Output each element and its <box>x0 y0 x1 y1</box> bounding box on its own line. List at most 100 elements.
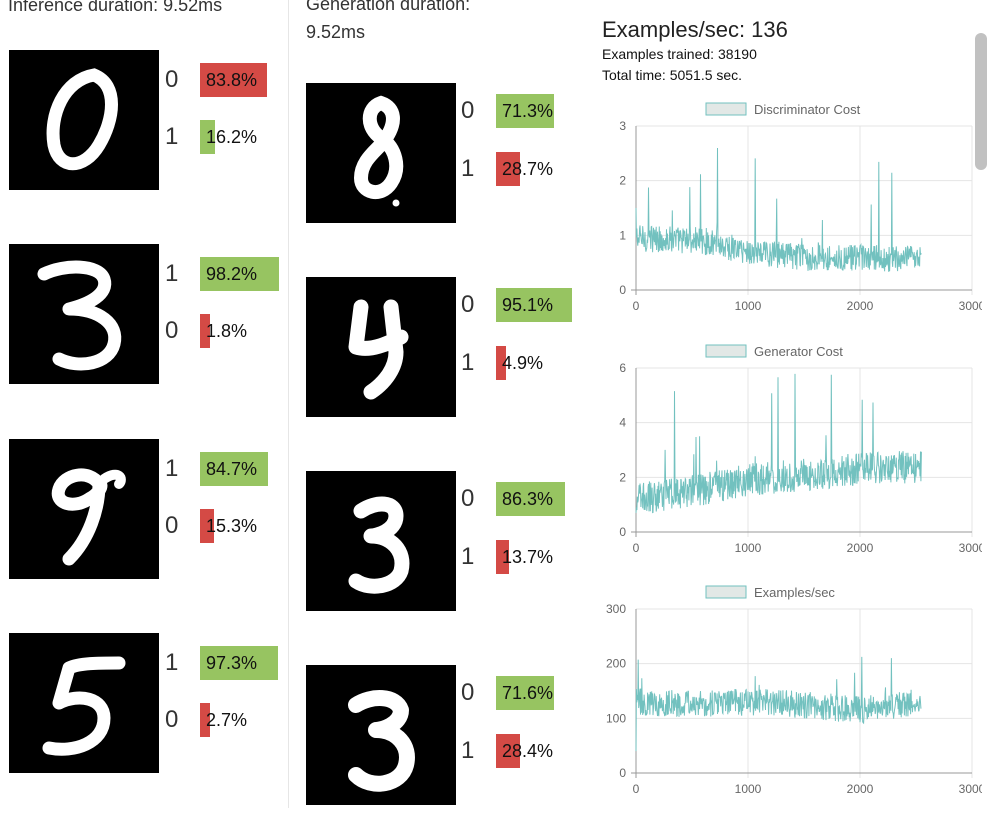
class-label: 0 <box>461 679 475 706</box>
confidence-percent: 1.8% <box>206 321 248 341</box>
y-tick-label: 2 <box>619 470 626 484</box>
inference-sample-3: 1 84.7% 0 15.3% <box>0 439 290 589</box>
class-label: 0 <box>165 512 179 539</box>
prediction-row: 1 84.7% <box>165 452 290 486</box>
confidence-bar <box>200 63 267 97</box>
series-line <box>635 373 922 514</box>
class-label: 0 <box>461 485 475 512</box>
x-tick-label: 2000 <box>847 541 874 555</box>
confidence-percent: 97.3% <box>206 653 258 673</box>
confidence-percent: 98.2% <box>206 264 258 284</box>
class-label: 1 <box>461 543 475 570</box>
legend-label[interactable]: Discriminator Cost <box>754 102 861 117</box>
confidence-bar <box>496 734 520 768</box>
confidence-percent: 16.2% <box>206 127 258 147</box>
y-tick-label: 6 <box>619 361 626 375</box>
confidence-percent: 4.9% <box>502 353 544 373</box>
class-label: 1 <box>165 260 179 287</box>
examples-trained: Examples trained: 38190 <box>602 46 757 62</box>
x-tick-label: 0 <box>633 782 640 796</box>
class-label: 1 <box>461 155 475 182</box>
confidence-bar <box>496 152 520 186</box>
confidence-bar <box>200 509 214 543</box>
generated-digit-image <box>306 83 456 223</box>
y-tick-label: 0 <box>619 283 626 297</box>
confidence-percent: 84.7% <box>206 459 258 479</box>
generated-digit-image <box>306 277 456 417</box>
confidence-bar <box>200 452 268 486</box>
prediction-row: 0 1.8% <box>165 314 290 348</box>
x-tick-label: 0 <box>633 299 640 313</box>
x-tick-label: 0 <box>633 541 640 555</box>
prediction-row: 1 28.4% <box>461 734 586 768</box>
confidence-bar <box>496 288 572 322</box>
confidence-bar <box>496 482 565 516</box>
generation-column: Generation duration: 9.52ms 0 71.3% 1 28… <box>300 0 585 808</box>
confidence-bar <box>200 703 210 737</box>
legend-label[interactable]: Examples/sec <box>754 585 835 600</box>
confidence-percent: 86.3% <box>502 489 554 509</box>
confidence-bar <box>496 94 554 128</box>
prediction-row: 1 13.7% <box>461 540 586 574</box>
vertical-scrollbar[interactable] <box>975 33 987 170</box>
examples-per-sec-chart: Examples/sec01002003000100020003000 <box>596 579 986 809</box>
class-label: 0 <box>165 706 179 733</box>
x-tick-label: 1000 <box>735 541 762 555</box>
prediction-row: 0 83.8% <box>165 63 290 97</box>
class-label: 0 <box>165 66 179 93</box>
y-tick-label: 4 <box>619 416 626 430</box>
inference-sample-1: 0 83.8% 1 16.2% <box>0 50 290 200</box>
y-tick-label: 1 <box>619 228 626 242</box>
confidence-percent: 28.7% <box>502 159 554 179</box>
inference-sample-2: 1 98.2% 0 1.8% <box>0 244 290 394</box>
prediction-row: 0 86.3% <box>461 482 586 516</box>
confidence-bar <box>496 540 509 574</box>
confidence-percent: 71.6% <box>502 683 554 703</box>
generated-digit-image <box>306 665 456 805</box>
y-tick-label: 2 <box>619 174 626 188</box>
confidence-percent: 95.1% <box>502 295 554 315</box>
class-label: 0 <box>461 291 475 318</box>
class-label: 1 <box>165 649 179 676</box>
prediction-row: 1 4.9% <box>461 346 586 380</box>
y-tick-label: 3 <box>619 119 626 133</box>
class-label: 1 <box>461 349 475 376</box>
generated-sample-1: 0 71.3% 1 28.7% <box>300 83 590 233</box>
examples-per-sec-svg: Examples/sec01002003000100020003000 <box>606 585 986 796</box>
legend-swatch[interactable] <box>705 585 747 599</box>
series-line <box>635 656 922 752</box>
class-label: 0 <box>165 317 179 344</box>
inference-column: Inference duration: 9.52ms 0 83.8% 1 16.… <box>0 0 285 808</box>
prediction-row: 0 95.1% <box>461 288 586 322</box>
digit-image <box>9 244 159 384</box>
series-line <box>635 147 922 272</box>
generation-duration-label: Generation duration: <box>306 0 471 14</box>
class-label: 1 <box>165 455 179 482</box>
digit-image <box>9 50 159 190</box>
confidence-percent: 2.7% <box>206 710 248 730</box>
confidence-bar <box>496 676 554 710</box>
confidence-bar <box>496 346 506 380</box>
y-tick-label: 100 <box>606 711 626 725</box>
legend-swatch[interactable] <box>705 344 747 358</box>
prediction-row: 0 15.3% <box>165 509 290 543</box>
examples-per-sec-heading: Examples/sec: 136 <box>602 17 788 42</box>
class-label: 1 <box>165 123 179 150</box>
legend-swatch[interactable] <box>705 102 747 116</box>
total-time: Total time: 5051.5 sec. <box>602 67 743 83</box>
legend-label[interactable]: Generator Cost <box>754 344 843 359</box>
generated-digit-image <box>306 471 456 611</box>
y-tick-label: 200 <box>606 657 626 671</box>
prediction-row: 1 28.7% <box>461 152 586 186</box>
confidence-bar <box>200 314 210 348</box>
confidence-bar <box>200 257 279 291</box>
confidence-percent: 13.7% <box>502 547 554 567</box>
generated-sample-4: 0 71.6% 1 28.4% <box>300 665 590 815</box>
confidence-percent: 83.8% <box>206 70 258 90</box>
